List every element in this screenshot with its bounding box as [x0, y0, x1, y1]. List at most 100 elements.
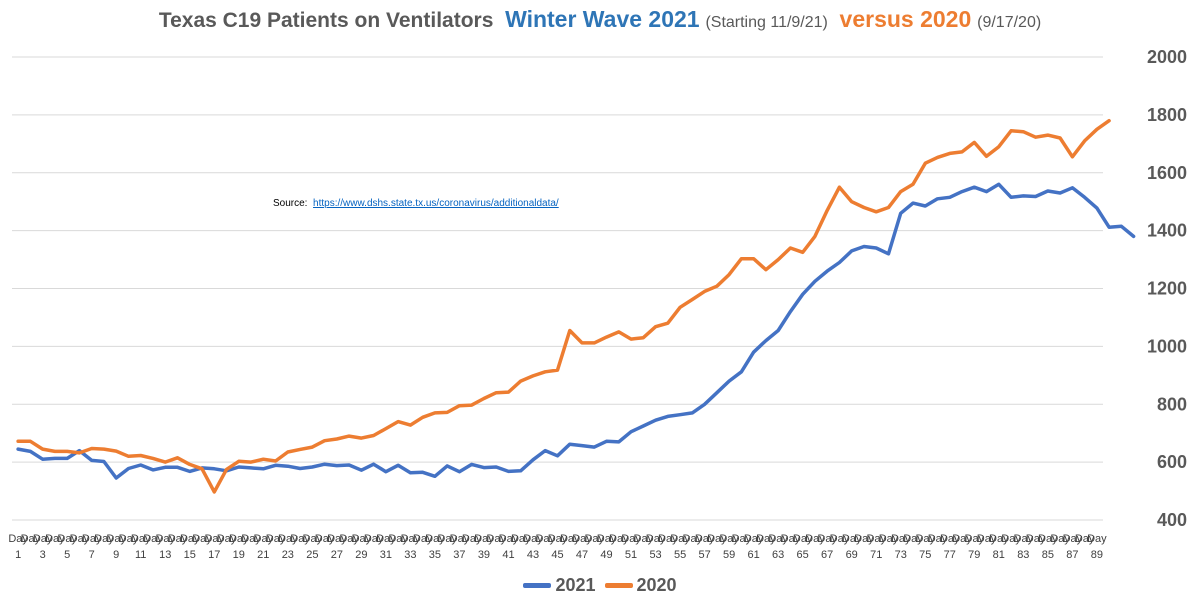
x-tick-label: Day — [658, 533, 678, 545]
x-tick-label: Day — [891, 533, 911, 545]
x-tick-number: 7 — [89, 549, 95, 561]
x-tick-label: Day — [952, 533, 972, 545]
x-tick-number: 37 — [453, 549, 465, 561]
x-tick-number: 69 — [846, 549, 858, 561]
x-tick-number: 17 — [208, 549, 220, 561]
x-tick-label: Day — [830, 533, 850, 545]
x-tick-number: 13 — [159, 549, 171, 561]
x-tick-label: Day — [217, 533, 237, 545]
legend: 2021 2020 — [0, 572, 1200, 596]
x-tick-label: Day — [511, 533, 531, 545]
x-tick-label: Day — [168, 533, 188, 545]
x-tick-label: Day — [437, 533, 457, 545]
x-tick-number: 21 — [257, 549, 269, 561]
x-tick-label: Day — [1014, 533, 1034, 545]
x-tick-label: Day — [535, 533, 555, 545]
x-tick-label: Day — [719, 533, 739, 545]
x-tick-number: 59 — [723, 549, 735, 561]
x-tick-number: 35 — [429, 549, 441, 561]
x-tick-label: Day — [768, 533, 788, 545]
title-2021-wave: Winter Wave 2021 — [505, 6, 700, 32]
legend-item-2021: 2021 — [523, 575, 595, 596]
x-tick-number: 53 — [649, 549, 661, 561]
legend-swatch-2021 — [523, 583, 552, 588]
x-tick-label: Day — [106, 533, 126, 545]
y-tick-label: 800 — [1157, 394, 1187, 414]
legend-label-2021: 2021 — [555, 575, 596, 595]
y-tick-label: 1400 — [1147, 221, 1187, 241]
x-tick-number: 49 — [600, 549, 612, 561]
x-tick-label: Day — [462, 533, 482, 545]
series-lines — [16, 118, 1136, 494]
title-2021-start: (Starting 11/9/21) — [705, 14, 828, 31]
x-tick-label: Day — [866, 533, 886, 545]
x-tick-label: Day — [793, 533, 813, 545]
x-tick-number: 83 — [1017, 549, 1029, 561]
x-tick-number: 11 — [135, 549, 146, 561]
y-axis-ticks: 400 600 800 1000 1200 1400 1600 1800 2000 — [1147, 47, 1187, 530]
x-tick-label: Day — [1050, 533, 1070, 545]
x-tick-number: 61 — [748, 549, 760, 561]
title-2020-versus: versus 2020 — [839, 6, 972, 32]
y-tick-label: 1000 — [1147, 336, 1187, 356]
x-tick-label: Day — [82, 533, 102, 545]
x-tick-number: 33 — [404, 549, 416, 561]
x-tick-label: Day — [1026, 533, 1046, 545]
y-tick-label: 1200 — [1147, 279, 1187, 299]
x-tick-label: Day — [597, 533, 617, 545]
x-tick-label: Day — [339, 533, 359, 545]
x-tick-number: 79 — [968, 549, 980, 561]
x-tick-number: 73 — [895, 549, 907, 561]
x-tick-label: Day — [376, 533, 396, 545]
x-tick-label: Day — [241, 533, 261, 545]
x-tick-label: Day — [940, 533, 960, 545]
x-tick-label: Day — [621, 533, 641, 545]
source-label: Source: — [273, 198, 308, 209]
x-tick-number: 85 — [1042, 549, 1054, 561]
gridlines — [12, 56, 1103, 521]
x-tick-label: Day — [413, 533, 433, 545]
x-tick-number: 51 — [625, 549, 637, 561]
x-tick-label: Day — [290, 533, 310, 545]
x-tick-number: 23 — [282, 549, 294, 561]
x-tick-label: Day — [155, 533, 175, 545]
x-tick-label: Day — [401, 533, 421, 545]
x-tick-label: Day — [21, 533, 41, 545]
x-tick-label: Day — [229, 533, 249, 545]
x-tick-number: 29 — [355, 549, 367, 561]
x-tick-number: 3 — [40, 549, 46, 561]
x-tick-number: 65 — [797, 549, 809, 561]
x-tick-number: 55 — [674, 549, 686, 561]
x-tick-label: Day — [303, 533, 323, 545]
x-tick-label: Day — [1063, 533, 1083, 545]
legend-swatch-2020 — [604, 583, 633, 588]
x-tick-label: Day — [204, 533, 224, 545]
x-tick-label: Day — [94, 533, 114, 545]
x-tick-number: 1 — [15, 549, 21, 561]
x-axis-ticks: Day1DayDay3DayDay5DayDay7DayDay9DayDay11… — [8, 533, 1107, 561]
x-tick-number: 19 — [233, 549, 245, 561]
x-tick-label: Day — [683, 533, 703, 545]
x-tick-label: Day — [584, 533, 604, 545]
x-tick-number: 77 — [944, 549, 956, 561]
chart-title: Texas C19 Patients on Ventilators Winter… — [0, 6, 1200, 33]
title-main: Texas C19 Patients on Ventilators — [158, 9, 494, 32]
x-tick-label: Day — [33, 533, 53, 545]
x-tick-label: Day — [180, 533, 200, 545]
x-tick-label: Day — [8, 533, 28, 545]
x-tick-label: Day — [1038, 533, 1058, 545]
x-tick-label: Day — [560, 533, 580, 545]
x-tick-label: Day — [548, 533, 568, 545]
x-tick-label: Day — [854, 533, 874, 545]
y-tick-label: 600 — [1157, 452, 1187, 472]
y-tick-label: 2000 — [1147, 47, 1187, 67]
legend-item-2020: 2020 — [604, 575, 677, 596]
y-tick-label: 1800 — [1147, 105, 1187, 125]
x-tick-number: 43 — [527, 549, 539, 561]
x-tick-label: Day — [928, 533, 948, 545]
x-tick-label: Day — [915, 533, 935, 545]
source-link[interactable]: https://www.dshs.state.tx.us/coronavirus… — [313, 198, 559, 209]
x-tick-label: Day — [609, 533, 629, 545]
x-tick-label: Day — [842, 533, 862, 545]
